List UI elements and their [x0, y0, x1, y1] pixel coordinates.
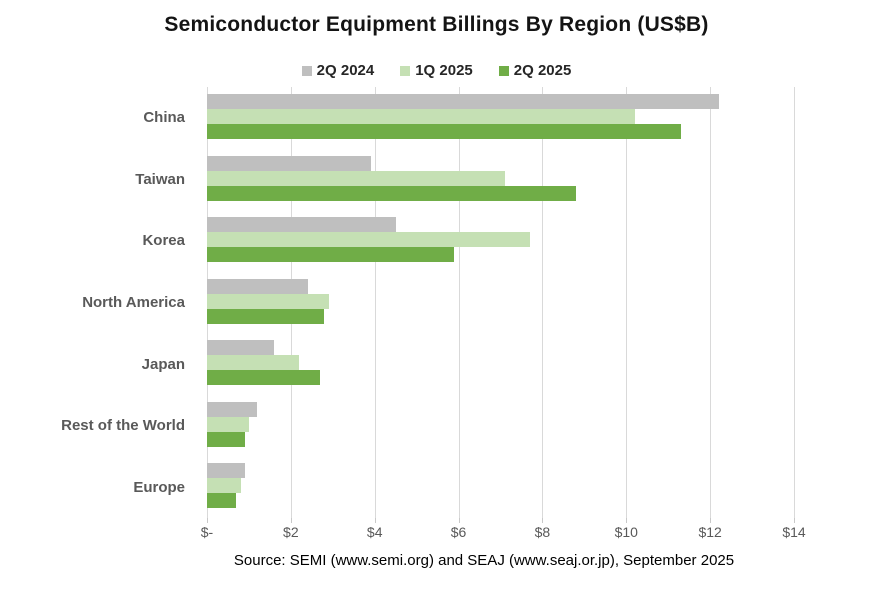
- bar-group-europe: [207, 456, 794, 518]
- category-label-korea: Korea: [142, 232, 185, 250]
- bar-europe-1q-2025: [207, 478, 241, 494]
- bar-korea-2q-2025: [207, 247, 455, 263]
- bar-japan-2q-2024: [207, 340, 275, 356]
- x-tick-label: $6: [450, 524, 467, 540]
- x-tick-label: $4: [366, 524, 383, 540]
- axis-tick: [794, 518, 795, 523]
- bar-china-1q-2025: [207, 109, 635, 124]
- legend: 2Q 2024 1Q 2025 2Q 2025: [0, 62, 873, 79]
- bar-rest-of-the-world-1q-2025: [207, 416, 249, 432]
- bar-china-2q-2024: [207, 94, 719, 109]
- bar-group-north-america: [207, 272, 794, 334]
- legend-swatch-1q-2025: [400, 65, 411, 76]
- bar-taiwan-2q-2024: [207, 155, 371, 171]
- chart-title: Semiconductor Equipment Billings By Regi…: [164, 13, 709, 36]
- gridline-4: [374, 87, 376, 518]
- x-tick-label: $12: [698, 524, 722, 540]
- bar-europe-2q-2024: [207, 463, 245, 479]
- legend-label: 2Q 2025: [513, 62, 572, 79]
- bar-group-rest-of-the-world: [207, 395, 794, 457]
- axis-tick: [626, 518, 628, 523]
- x-tick-label: $10: [614, 524, 638, 540]
- legend-swatch-2q-2025: [498, 65, 509, 76]
- category-label-japan: Japan: [141, 355, 185, 373]
- category-label-north-america: North America: [82, 293, 185, 311]
- gridline-6: [458, 87, 460, 518]
- legend-swatch-2q-2024: [301, 65, 312, 76]
- bar-europe-2q-2025: [207, 493, 237, 509]
- bar-group-korea: [207, 210, 794, 272]
- x-tick-label: $2: [283, 524, 299, 540]
- bar-north-america-1q-2025: [207, 293, 329, 309]
- category-label-europe: Europe: [133, 478, 185, 496]
- bar-taiwan-2q-2025: [207, 185, 576, 201]
- legend-item-1q-2025: 1Q 2025: [400, 62, 473, 79]
- bar-north-america-2q-2024: [207, 278, 308, 294]
- axis-tick: [290, 518, 292, 523]
- plot-area: [207, 87, 795, 523]
- axis-tick: [710, 518, 712, 523]
- legend-item-2q-2025: 2Q 2025: [498, 62, 572, 79]
- bar-group-taiwan: [207, 149, 794, 211]
- legend-label: 2Q 2024: [316, 62, 375, 79]
- x-tick-label: $-: [200, 524, 214, 540]
- bar-group-japan: [207, 333, 794, 395]
- category-label-taiwan: Taiwan: [135, 170, 185, 188]
- gridline-14: [794, 87, 795, 518]
- bar-japan-2q-2025: [207, 370, 321, 386]
- x-tick-label: $14: [782, 524, 806, 540]
- gridline-8: [542, 87, 544, 518]
- bar-north-america-2q-2025: [207, 308, 325, 324]
- gridline-12: [710, 87, 712, 518]
- bar-korea-1q-2025: [207, 232, 530, 248]
- category-axis: China Taiwan Korea North America Japan Rest o…: [0, 87, 196, 518]
- bar-japan-1q-2025: [207, 355, 300, 371]
- axis-tick: [207, 518, 208, 523]
- category-label-rest-of-the-world: Rest of the World: [61, 417, 185, 435]
- source-note: Source: SEMI (www.semi.org) and SEAJ (ww…: [233, 552, 735, 569]
- bar-china-2q-2025: [207, 124, 681, 139]
- axis-tick: [374, 518, 376, 523]
- category-label-china: China: [143, 109, 185, 127]
- axis-tick: [458, 518, 460, 523]
- legend-item-2q-2024: 2Q 2024: [301, 62, 375, 79]
- axis-tick: [542, 518, 544, 523]
- bar-rest-of-the-world-2q-2024: [207, 401, 258, 417]
- x-tick-label: $8: [534, 524, 551, 540]
- bar-group-china: [207, 87, 794, 149]
- gridline-10: [626, 87, 628, 518]
- bar-rest-of-the-world-2q-2025: [207, 431, 245, 447]
- legend-label: 1Q 2025: [415, 62, 473, 79]
- bar-korea-2q-2024: [207, 217, 396, 233]
- bar-taiwan-1q-2025: [207, 170, 505, 186]
